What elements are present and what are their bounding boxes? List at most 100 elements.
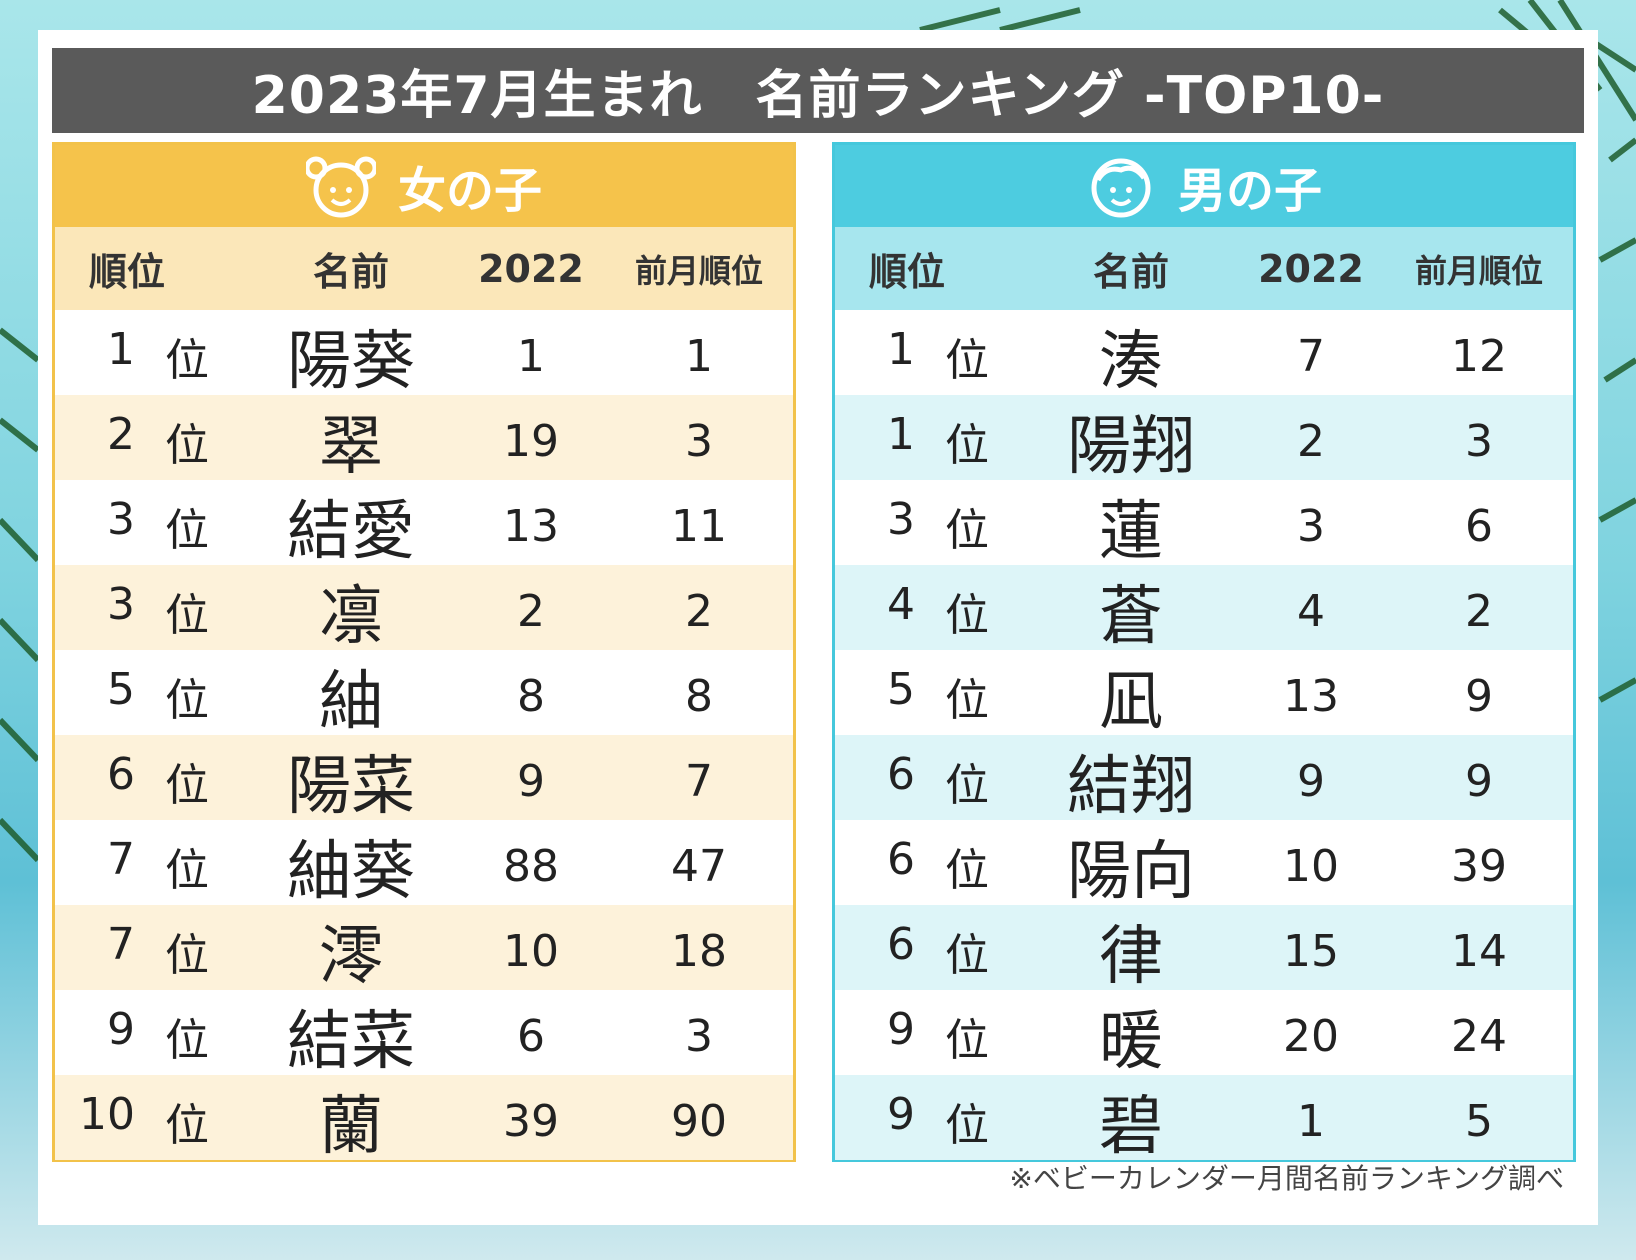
rank-suffix: 位 <box>945 590 989 641</box>
prev-month-rank: 2 <box>685 585 713 637</box>
rank-suffix: 位 <box>165 335 209 386</box>
baby-name: 陽菜 <box>287 750 415 824</box>
baby-name: 凛 <box>319 580 383 654</box>
rank-number: 5 <box>107 664 135 715</box>
col-prev-rank: 前月順位 <box>1414 251 1543 290</box>
rank-number: 9 <box>887 1089 915 1140</box>
rank-number: 7 <box>107 919 135 970</box>
rank-2022: 39 <box>503 1095 559 1147</box>
prev-month-rank: 12 <box>1451 330 1507 382</box>
baby-name: 陽葵 <box>287 325 415 399</box>
baby-name: 蘭 <box>319 1090 383 1164</box>
baby-name: 蓮 <box>1099 495 1163 569</box>
baby-name: 結菜 <box>287 1005 415 1079</box>
rank-suffix: 位 <box>165 930 209 981</box>
baby-name: 陽向 <box>1067 835 1195 909</box>
rank-number: 3 <box>107 494 135 545</box>
rank-suffix: 位 <box>165 590 209 641</box>
table-row: 6 位 結翔 9 9 <box>835 735 1573 824</box>
table-row: 1 位陽葵 1 1 <box>55 310 793 399</box>
col-rank: 順位 <box>89 250 166 294</box>
rank-suffix: 位 <box>945 335 989 386</box>
rank-2022: 8 <box>517 670 545 722</box>
girls-title: 女の子 <box>397 163 542 219</box>
baby-name: 碧 <box>1099 1090 1163 1164</box>
baby-name: 翠 <box>319 410 383 484</box>
rank-number: 10 <box>79 1089 135 1140</box>
rank-number: 5 <box>887 664 915 715</box>
baby-name: 律 <box>1099 920 1163 994</box>
rank-number: 2 <box>107 409 135 460</box>
prev-month-rank: 3 <box>685 1010 713 1062</box>
rank-2022: 15 <box>1283 925 1339 977</box>
table-row: 1 位 湊 7 12 <box>835 310 1573 399</box>
boys-header: 男の子 <box>835 145 1573 227</box>
prev-month-rank: 2 <box>1465 585 1493 637</box>
col-2022: 2022 <box>1258 246 1364 291</box>
prev-month-rank: 3 <box>685 415 713 467</box>
rank-2022: 3 <box>1297 500 1325 552</box>
rank-2022: 19 <box>503 415 559 467</box>
rank-2022: 9 <box>517 755 545 807</box>
prev-month-rank: 3 <box>1465 415 1493 467</box>
ranking-card: 2023年7月生まれ 名前ランキング -TOP10- 女の子 順位 名前 202… <box>38 30 1598 1225</box>
prev-month-rank: 18 <box>671 925 727 977</box>
prev-month-rank: 47 <box>671 840 727 892</box>
baby-name: 湊 <box>1099 325 1163 399</box>
rank-number: 9 <box>107 1004 135 1055</box>
table-row: 2 位 翠 19 3 <box>55 395 793 484</box>
rank-suffix: 位 <box>945 845 989 896</box>
col-rank: 順位 <box>869 250 946 294</box>
table-row: 7 位 澪 10 18 <box>55 905 793 994</box>
table-row: 6 位 律 15 14 <box>835 905 1573 994</box>
table-row: 9 位 暖 20 24 <box>835 990 1573 1079</box>
rank-2022: 4 <box>1297 585 1325 637</box>
girls-panel: 女の子 順位 名前 2022 前月順位 1 位陽葵 1 1 2 位翠 19 3 3 位結愛 13… <box>52 142 796 1164</box>
baby-name: 紬葵 <box>287 835 415 909</box>
prev-month-rank: 9 <box>1465 670 1493 722</box>
prev-month-rank: 8 <box>685 670 713 722</box>
prev-month-rank: 7 <box>685 755 713 807</box>
table-row: 7 位 紬葵 88 47 <box>55 820 793 909</box>
rank-number: 7 <box>107 834 135 885</box>
rank-2022: 7 <box>1297 330 1325 382</box>
rank-number: 6 <box>887 834 915 885</box>
rank-suffix: 位 <box>945 675 989 726</box>
rank-number: 3 <box>107 579 135 630</box>
prev-month-rank: 9 <box>1465 755 1493 807</box>
girls-column-headers: 順位 名前 2022 前月順位 <box>55 227 793 310</box>
rank-2022: 88 <box>503 840 559 892</box>
rank-number: 1 <box>887 409 915 460</box>
rank-suffix: 位 <box>945 1100 989 1151</box>
prev-month-rank: 6 <box>1465 500 1493 552</box>
rank-suffix: 位 <box>945 760 989 811</box>
prev-month-rank: 14 <box>1451 925 1507 977</box>
prev-month-rank: 5 <box>1465 1095 1493 1147</box>
rank-number: 6 <box>107 749 135 800</box>
boys-column-headers: 順位 名前 2022 前月順位 <box>835 227 1573 310</box>
rank-suffix: 位 <box>945 930 989 981</box>
rank-number: 1 <box>887 324 915 375</box>
rank-suffix: 位 <box>165 505 209 556</box>
source-footnote: ※ベビーカレンダー月間名前ランキング調べ <box>1009 1162 1564 1195</box>
table-row: 9 位 結菜 6 3 <box>55 990 793 1079</box>
table-row: 3 位 結愛 13 11 <box>55 480 793 569</box>
col-name: 名前 <box>1092 250 1169 294</box>
rank-number: 6 <box>887 749 915 800</box>
col-name: 名前 <box>312 250 389 294</box>
rank-2022: 9 <box>1297 755 1325 807</box>
table-row: 1 位 陽翔 2 3 <box>835 395 1573 484</box>
rank-suffix: 位 <box>165 845 209 896</box>
rank-suffix: 位 <box>165 1100 209 1151</box>
baby-name: 凪 <box>1099 665 1163 739</box>
rank-number: 9 <box>887 1004 915 1055</box>
prev-month-rank: 39 <box>1451 840 1507 892</box>
rank-suffix: 位 <box>945 420 989 471</box>
